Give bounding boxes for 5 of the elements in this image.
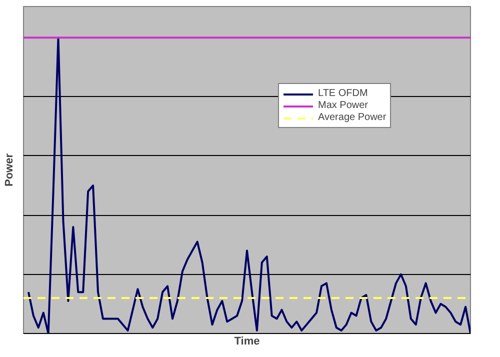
legend-label: Max Power (318, 100, 368, 111)
legend-label: LTE OFDM (318, 88, 368, 99)
x-axis-title: Time (234, 336, 260, 348)
legend-label: Average Power (318, 112, 386, 123)
y-axis-title: Power (4, 152, 16, 187)
